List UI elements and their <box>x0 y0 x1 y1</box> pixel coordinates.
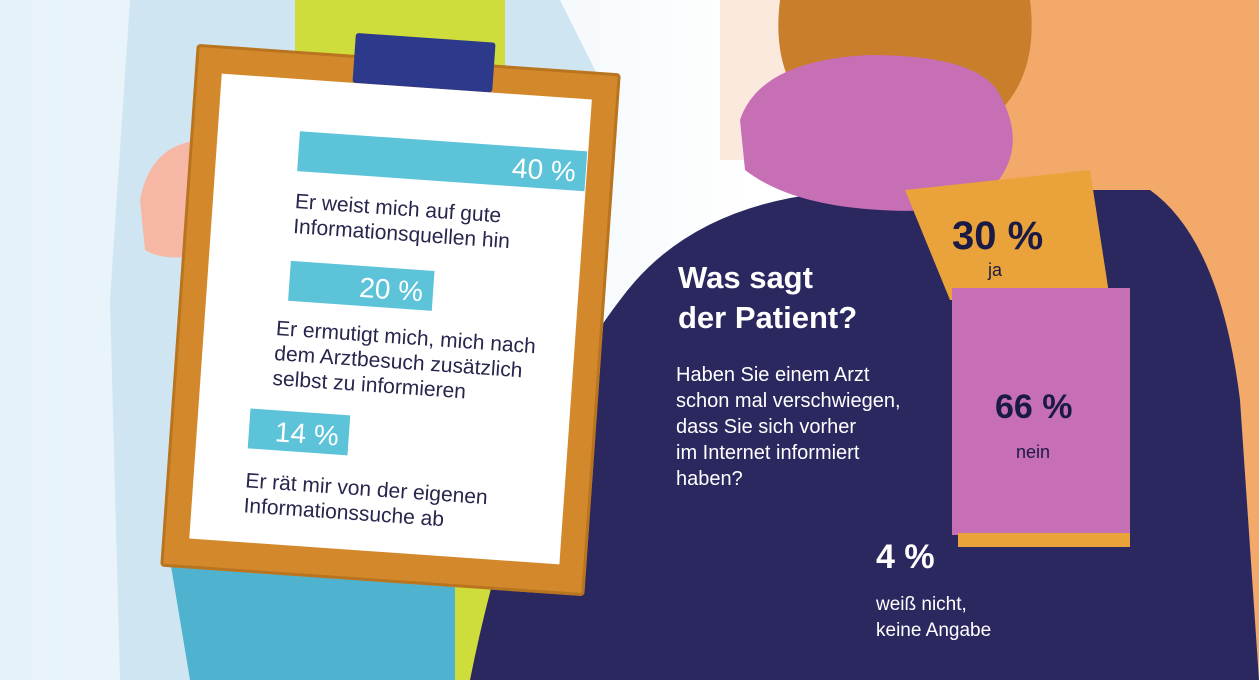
answer-unknown-value: 4 % <box>876 538 935 576</box>
bar-item-2-value: 20 % <box>358 271 425 308</box>
patient-scarf-wrap <box>740 55 1013 211</box>
patient-scarf-end <box>958 533 1130 547</box>
answer-unknown-label: weiß nicht, keine Angabe <box>876 594 992 641</box>
patient-scarf-pink <box>952 288 1130 535</box>
patient-scarf-hang <box>905 170 1110 300</box>
clipboard-paper: 40 % Er weist mich auf gute Informations… <box>189 73 592 565</box>
patient-title: Was sagt der Patient? <box>678 260 858 335</box>
answer-no-label: nein <box>1016 442 1051 462</box>
bar-item-1-label: Er weist mich auf gute Informationsquell… <box>292 190 511 254</box>
answer-yes-value: 30 % <box>952 214 1044 258</box>
bar-item-1: 40 % <box>297 131 588 192</box>
doctor-pants <box>170 560 470 680</box>
bar-item-3-value: 14 % <box>274 416 340 452</box>
bar-item-1-value: 40 % <box>511 152 577 188</box>
bar-item-3: 14 % <box>247 408 351 456</box>
answer-no-value: 66 % <box>995 388 1073 426</box>
patient-question: Haben Sie einem Arzt schon mal verschwie… <box>676 364 901 490</box>
bar-item-2: 20 % <box>288 260 435 311</box>
bar-item-2-label: Er ermutigt mich, mich nach dem Arztbesu… <box>271 317 537 404</box>
clipboard: 40 % Er weist mich auf gute Informations… <box>160 32 621 597</box>
answer-yes-label: ja <box>988 260 1003 280</box>
bar-item-3-label: Er rät mir von der eigenen Informationss… <box>242 469 489 532</box>
